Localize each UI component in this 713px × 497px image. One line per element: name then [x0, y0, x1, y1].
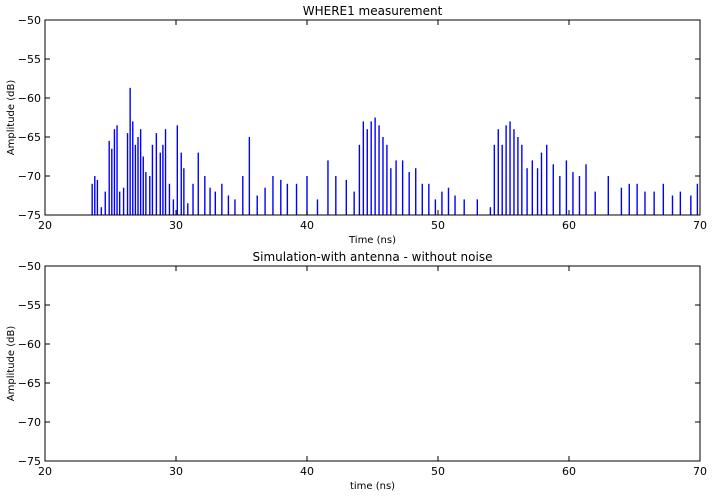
y-axis-label: Amplitude (dB): [6, 326, 17, 402]
y-axis-label: Amplitude (dB): [6, 80, 17, 156]
x-tick-label: 60: [562, 465, 576, 478]
series-0: [91, 87, 699, 215]
y-tick-label: −55: [18, 299, 41, 312]
bottom-chart: 20 30 40 50 60 70 −50 −55 −60 −65 −70 −75 Simulation…: [6, 250, 707, 492]
y-tick-label: −50: [18, 14, 41, 27]
plot-frame: [44, 19, 701, 216]
x-tick-label: 20: [38, 219, 52, 232]
x-tick-label: 50: [431, 465, 445, 478]
x-tick-label: 40: [300, 219, 314, 232]
y-tick-label: −50: [18, 260, 41, 273]
y-tick-label: −65: [18, 131, 41, 144]
x-tick-label: 40: [300, 465, 314, 478]
x-tick-label: 70: [693, 219, 707, 232]
x-tick-label: 20: [38, 465, 52, 478]
y-tick-label: −60: [18, 92, 41, 105]
x-tick-label: 30: [169, 219, 183, 232]
y-tick-label: −70: [18, 170, 41, 183]
x-tick-label: 70: [693, 465, 707, 478]
y-tick-label: −75: [18, 455, 41, 468]
y-tick-label: −65: [18, 377, 41, 390]
x-tick-label: 50: [431, 219, 445, 232]
plot-frame: [44, 265, 701, 462]
y-tick-label: −75: [18, 209, 41, 222]
x-tick-label: 60: [562, 219, 576, 232]
x-axis-label: Time (ns): [348, 235, 396, 246]
y-tick-label: −70: [18, 416, 41, 429]
y-tick-label: −55: [18, 53, 41, 66]
top-chart: 20 30 40 50 60 70 −50 −55 −60 −65 −70 −75 WHERE1 mea…: [6, 4, 707, 246]
y-tick-label: −60: [18, 338, 41, 351]
chart-title: Simulation-with antenna - without noise: [253, 250, 493, 264]
chart-title: WHERE1 measurement: [303, 4, 443, 18]
x-axis-label: time (ns): [350, 481, 395, 492]
x-tick-label: 30: [169, 465, 183, 478]
